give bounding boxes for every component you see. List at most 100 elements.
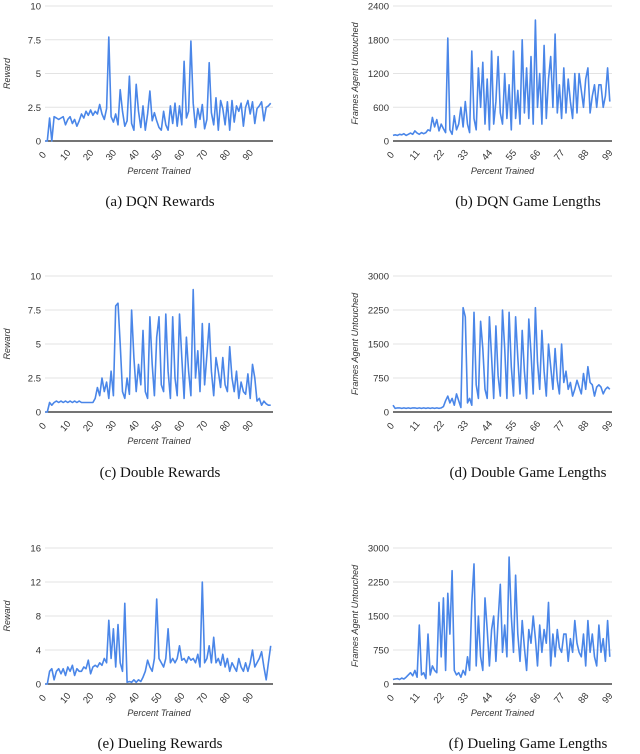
- x-tick-label: 0: [385, 693, 397, 704]
- y-tick-label: 750: [373, 374, 389, 385]
- y-tick-label: 2.5: [28, 103, 41, 114]
- y-tick-label: 2400: [368, 2, 389, 13]
- y-tick-label: 0: [36, 680, 41, 691]
- x-tick-label: 66: [528, 691, 543, 706]
- x-tick-label: 80: [218, 419, 233, 434]
- y-axis-label: Reward: [2, 57, 12, 89]
- x-tick-label: 40: [127, 691, 142, 706]
- series-line-e: [45, 581, 272, 685]
- chart-d: 0 750 1500 2250 3000 0 11 22 33 44 55 66 77 88 99 Perce…: [350, 272, 616, 482]
- y-tick-label: 1200: [368, 69, 389, 80]
- x-tick-label: 99: [600, 419, 615, 434]
- y-tick-label: 4: [36, 646, 41, 657]
- y-axis-label: Reward: [2, 600, 12, 632]
- x-tick-label: 0: [37, 421, 49, 432]
- x-tick-label: 50: [149, 148, 164, 163]
- x-tick-label: 70: [195, 691, 210, 706]
- x-tick-label: 55: [504, 419, 519, 434]
- x-tick-label: 77: [552, 419, 567, 434]
- x-tick-label: 60: [172, 419, 187, 434]
- x-tick-label: 88: [576, 691, 591, 706]
- chart-b: 0 600 1200 1800 2400 0 11 22 33 44 55 66 77 88 99 Perce…: [350, 2, 616, 211]
- figure-caption: (a) DQN Rewards: [105, 194, 214, 210]
- y-tick-label: 600: [373, 103, 389, 114]
- x-tick-label: 30: [104, 419, 119, 434]
- x-tick-label: 20: [81, 691, 96, 706]
- series-line-f: [392, 556, 611, 681]
- y-tick-label: 12: [30, 578, 41, 589]
- x-tick-label: 22: [432, 419, 447, 434]
- x-tick-label: 88: [576, 419, 591, 434]
- x-tick-label: 33: [456, 691, 471, 706]
- x-axis-label: Percent Trained: [127, 436, 191, 446]
- x-tick-label: 90: [241, 691, 256, 706]
- y-tick-label: 5: [36, 69, 41, 80]
- figure-caption: (e) Dueling Rewards: [98, 736, 223, 752]
- x-tick-label: 10: [58, 419, 73, 434]
- y-tick-label: 0: [384, 680, 389, 691]
- x-tick-label: 10: [58, 148, 73, 163]
- y-tick-label: 2.5: [28, 374, 41, 385]
- y-tick-label: 1500: [368, 612, 389, 623]
- y-axis-label: Reward: [2, 328, 12, 360]
- y-axis-label: Frames Agent Untouched: [350, 21, 360, 124]
- x-tick-label: 66: [528, 148, 543, 163]
- x-tick-label: 22: [432, 691, 447, 706]
- x-tick-label: 11: [408, 691, 423, 706]
- y-tick-label: 10: [30, 2, 41, 13]
- x-tick-label: 90: [241, 419, 256, 434]
- y-tick-label: 2250: [368, 306, 389, 317]
- figure-caption: (f) Dueling Game Lengths: [449, 736, 608, 752]
- x-tick-label: 0: [37, 693, 49, 704]
- y-tick-label: 0: [384, 137, 389, 148]
- x-tick-label: 88: [576, 148, 591, 163]
- y-tick-label: 0: [36, 408, 41, 419]
- y-axis-label: Frames Agent Untouched: [350, 292, 360, 395]
- x-tick-label: 0: [37, 150, 49, 161]
- y-tick-label: 7.5: [28, 35, 41, 46]
- x-tick-label: 0: [385, 150, 397, 161]
- series-line-b: [392, 19, 611, 137]
- x-tick-label: 40: [127, 419, 142, 434]
- series-line-a: [45, 36, 272, 142]
- x-tick-label: 60: [172, 148, 187, 163]
- figure-caption: (b) DQN Game Lengths: [455, 194, 601, 210]
- x-tick-label: 33: [456, 148, 471, 163]
- y-tick-label: 5: [36, 340, 41, 351]
- y-tick-label: 10: [30, 272, 41, 283]
- x-tick-label: 80: [218, 691, 233, 706]
- x-tick-label: 44: [480, 691, 495, 706]
- x-tick-label: 20: [81, 148, 96, 163]
- y-tick-label: 0: [384, 408, 389, 419]
- chart-e: 0 4 8 12 16 0 10 20 30 40 50 60 70 80 90 Percent Traine…: [2, 544, 273, 752]
- y-tick-label: 1500: [368, 340, 389, 351]
- x-tick-label: 30: [104, 691, 119, 706]
- y-tick-label: 3000: [368, 544, 389, 555]
- figure-caption: (c) Double Rewards: [100, 465, 221, 481]
- x-tick-label: 50: [149, 691, 164, 706]
- x-tick-label: 70: [195, 419, 210, 434]
- x-tick-label: 99: [600, 148, 615, 163]
- x-tick-label: 20: [81, 419, 96, 434]
- x-tick-label: 70: [195, 148, 210, 163]
- y-tick-label: 2250: [368, 578, 389, 589]
- x-tick-label: 11: [408, 148, 423, 163]
- series-line-c: [45, 288, 271, 413]
- x-tick-label: 66: [528, 419, 543, 434]
- chart-f: 0 750 1500 2250 3000 0 11 22 33 44 55 66 77 88 99 Perce…: [350, 544, 616, 753]
- x-tick-label: 33: [456, 419, 471, 434]
- x-axis-label: Percent Trained: [127, 708, 191, 718]
- y-tick-label: 0: [36, 137, 41, 148]
- x-tick-label: 40: [127, 148, 142, 163]
- y-tick-label: 1800: [368, 35, 389, 46]
- x-tick-label: 77: [552, 691, 567, 706]
- x-tick-label: 50: [149, 419, 164, 434]
- x-tick-label: 55: [504, 148, 519, 163]
- x-axis-label: Percent Trained: [471, 436, 535, 446]
- x-tick-label: 60: [172, 691, 187, 706]
- x-tick-label: 99: [600, 691, 615, 706]
- y-tick-label: 750: [373, 646, 389, 657]
- x-tick-label: 80: [218, 148, 233, 163]
- y-tick-label: 8: [36, 612, 41, 623]
